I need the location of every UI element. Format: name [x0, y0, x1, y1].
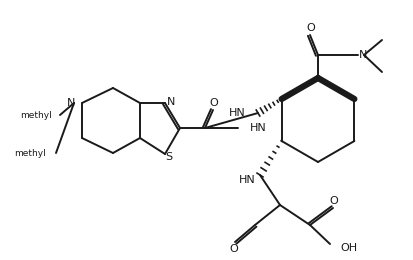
- Text: N: N: [66, 98, 75, 108]
- Text: N: N: [166, 97, 175, 107]
- Text: O: O: [209, 98, 218, 108]
- Text: HN: HN: [229, 108, 245, 118]
- Text: S: S: [165, 152, 172, 162]
- Text: HN: HN: [239, 175, 255, 185]
- Text: N: N: [358, 50, 366, 60]
- Text: OH: OH: [339, 243, 356, 253]
- Text: methyl: methyl: [14, 148, 46, 158]
- Text: O: O: [329, 196, 337, 206]
- Text: HN: HN: [249, 123, 266, 133]
- Text: methyl: methyl: [20, 110, 52, 120]
- Text: O: O: [229, 244, 238, 254]
- Text: O: O: [306, 23, 315, 33]
